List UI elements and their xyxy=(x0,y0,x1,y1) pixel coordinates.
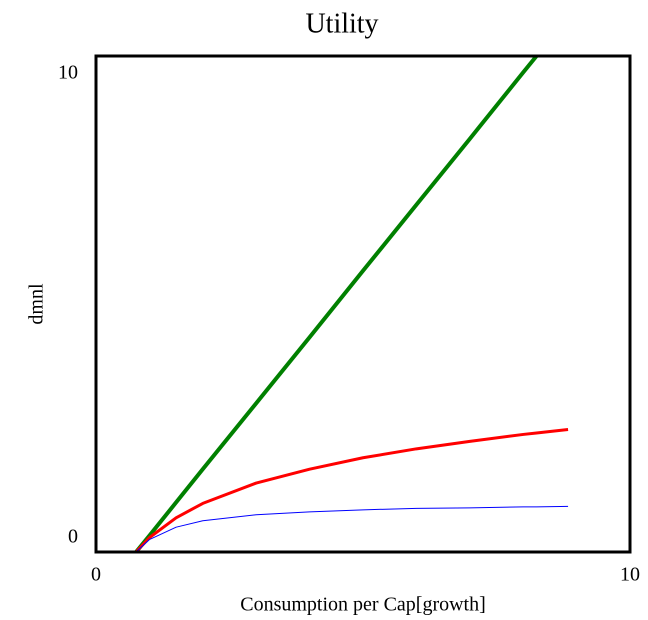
x-tick-label: 0 xyxy=(91,564,101,586)
x-tick-label: 10 xyxy=(620,564,640,586)
chart-title: Utility xyxy=(305,8,378,39)
y-axis-label: dmnl xyxy=(26,283,48,325)
y-tick-label: 10 xyxy=(58,62,78,84)
series-line xyxy=(135,505,569,552)
y-tick-label: 0 xyxy=(68,526,78,548)
series-line xyxy=(134,427,569,552)
plot-frame xyxy=(94,54,632,554)
x-axis-label: Consumption per Cap[growth] xyxy=(240,594,486,616)
series-line xyxy=(134,56,539,552)
